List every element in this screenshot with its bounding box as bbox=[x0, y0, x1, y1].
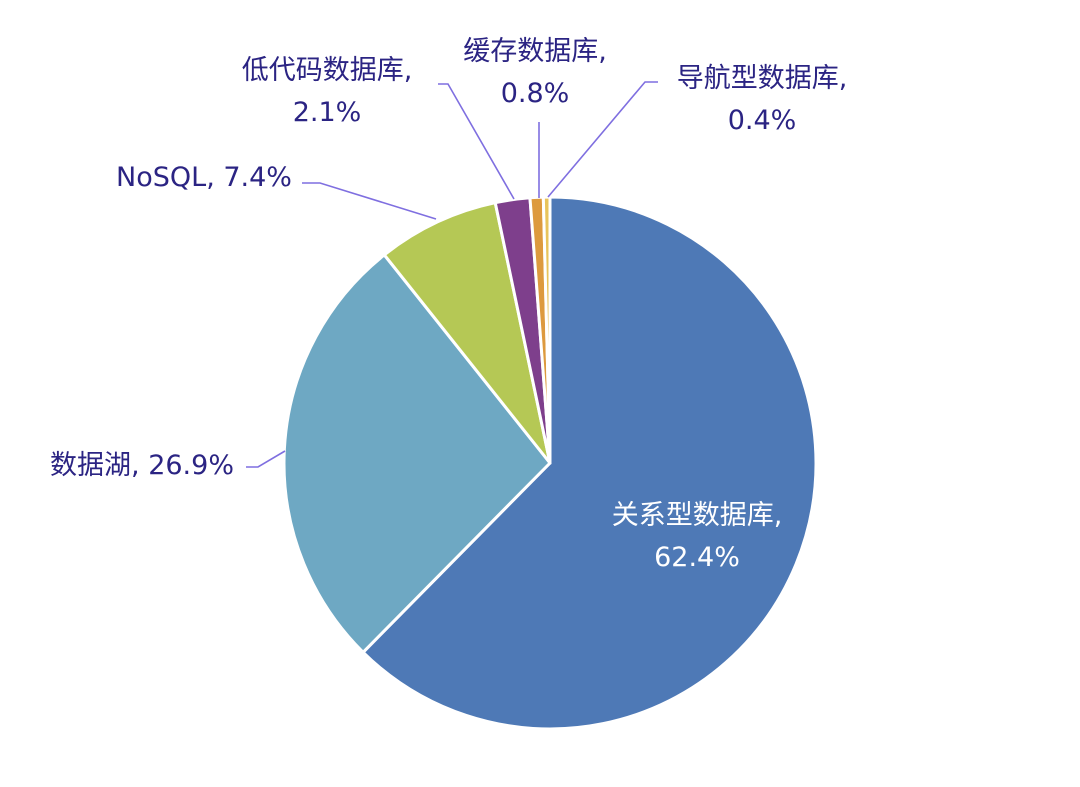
pie-slice-relational-db bbox=[361, 195, 818, 731]
slice-value: 0.4% bbox=[727, 105, 797, 136]
pie-slice-data-lake bbox=[282, 253, 552, 654]
slice-name: 低代码数据库 bbox=[241, 55, 404, 86]
slice-name: 缓存数据库 bbox=[463, 36, 599, 67]
slice-name: 关系型数据库 bbox=[611, 500, 774, 531]
slice-name: NoSQL bbox=[116, 162, 207, 193]
leader-line-navigational-db bbox=[547, 81, 658, 198]
slice-label-text: 缓存数据库, bbox=[463, 36, 607, 67]
leader-line-data-lake bbox=[246, 450, 286, 468]
slice-label-text: 关系型数据库, bbox=[611, 500, 783, 531]
leader-line-nosql bbox=[302, 182, 437, 220]
pie-slice-navigational-db bbox=[541, 195, 552, 465]
slice-label-cache-db: 缓存数据库, 0.8% bbox=[463, 31, 607, 115]
slice-label-text: 数据湖, 26.9% bbox=[50, 450, 234, 481]
leader-line-low-code-db bbox=[438, 83, 515, 200]
slice-value: 26.9% bbox=[148, 450, 234, 481]
slice-label-navigational-db: 导航型数据库, 0.4% bbox=[677, 58, 848, 142]
slice-label-data-lake: 数据湖, 26.9% bbox=[50, 445, 234, 487]
slice-label-nosql: NoSQL, 7.4% bbox=[116, 157, 292, 199]
slice-label-text: 导航型数据库, bbox=[676, 63, 848, 94]
slice-value: 62.4% bbox=[654, 542, 740, 573]
slice-label-low-code-db: 低代码数据库, 2.1% bbox=[242, 50, 413, 134]
slice-label-relational-db: 关系型数据库, 62.4% bbox=[612, 495, 783, 579]
slice-value: 0.8% bbox=[500, 78, 570, 109]
slice-label-text: NoSQL, 7.4% bbox=[116, 162, 292, 193]
slices-layer bbox=[282, 195, 818, 731]
slice-name: 数据湖 bbox=[50, 450, 132, 481]
slice-name: 导航型数据库 bbox=[676, 63, 839, 94]
slice-value: 2.1% bbox=[292, 97, 362, 128]
slice-value: 7.4% bbox=[223, 162, 292, 193]
leader-lines-layer bbox=[246, 81, 658, 468]
slice-label-text: 低代码数据库, bbox=[241, 55, 413, 86]
